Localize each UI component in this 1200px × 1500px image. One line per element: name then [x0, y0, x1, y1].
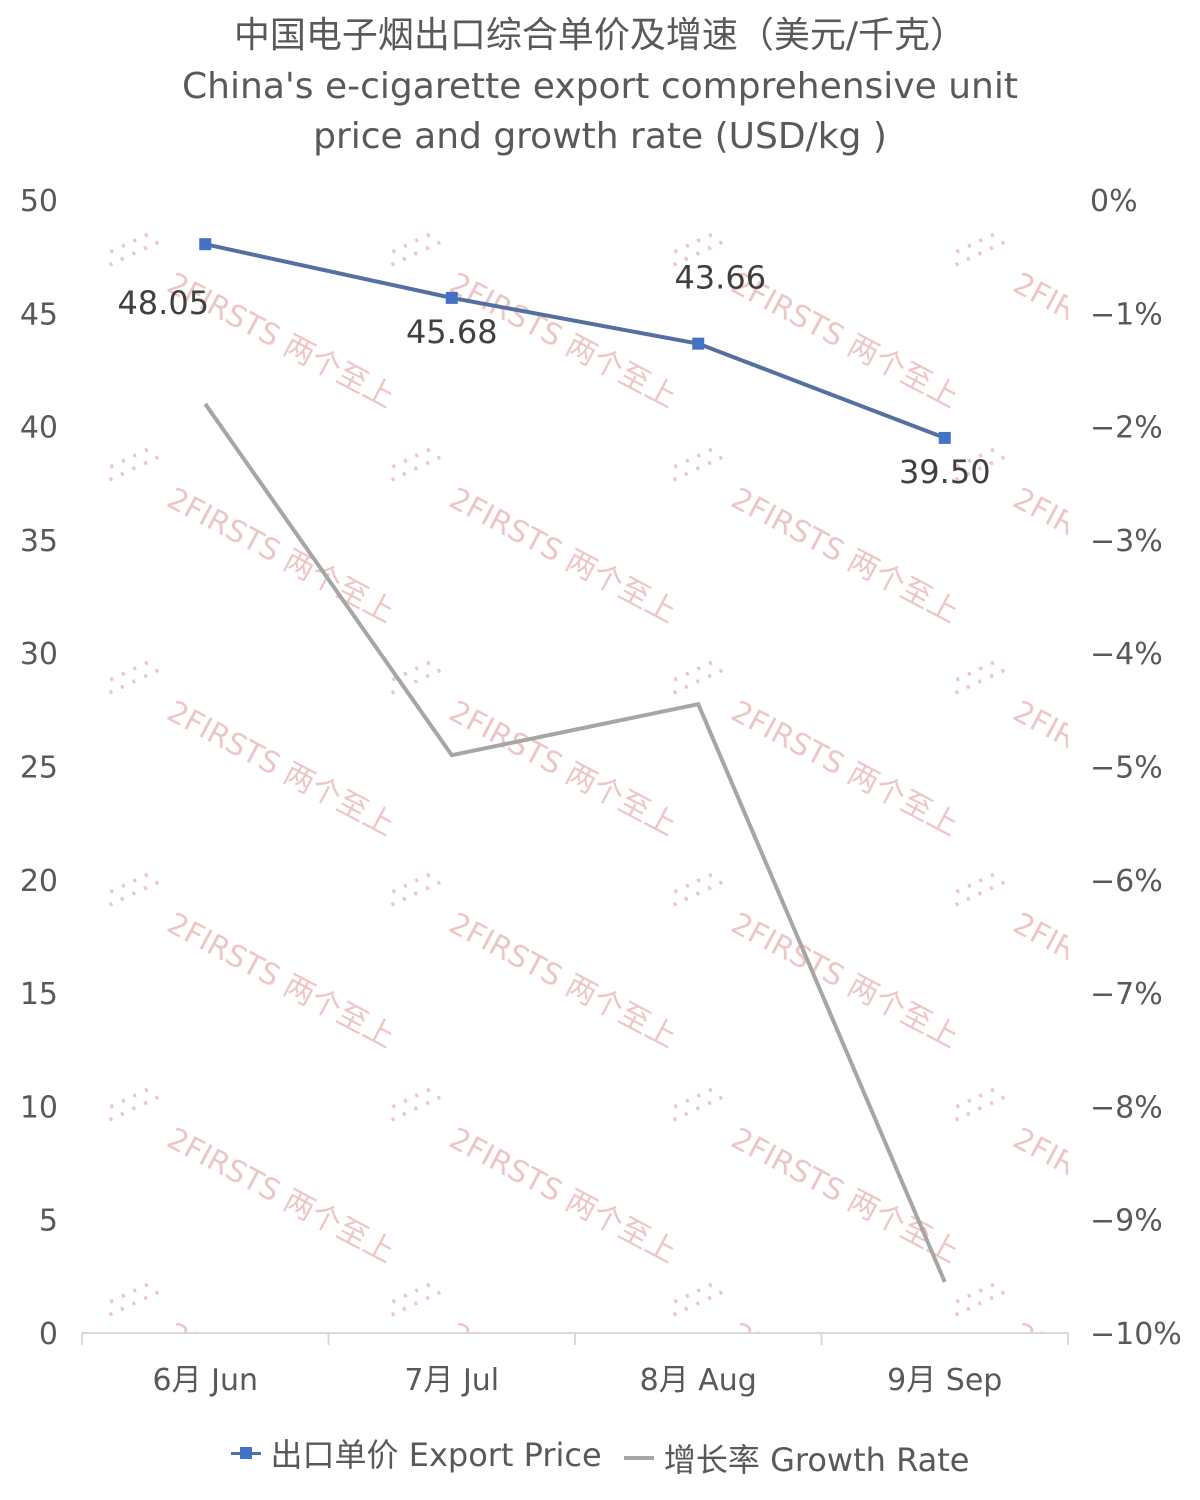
point-export-price	[445, 291, 458, 304]
y-right-tick-label: −9%	[1090, 1204, 1163, 1239]
subtitle-line-2: price and growth rate (USD/kg )	[313, 116, 887, 157]
y-right-tick-label: −6%	[1090, 864, 1163, 899]
data-label-export-price: 48.05	[117, 284, 209, 322]
watermark-text: 2FIRSTS 两个至上	[161, 906, 400, 1055]
legend: 出口单价 Export Price 增长率 Growth Rate	[0, 1430, 1200, 1481]
series-line-growth-rate	[203, 402, 947, 1283]
y-left-tick-label: 30	[20, 637, 58, 672]
y-left-tick-label: 45	[20, 297, 58, 332]
watermark-logo-icon: ∴∵∴	[99, 436, 166, 492]
watermark-text: 2FIRSTS 两个至上	[443, 906, 682, 1055]
watermark-text: 2FIRSTS 两个至上	[725, 906, 964, 1055]
watermark-logo-icon: ∴∵∴	[381, 649, 448, 705]
x-tick-label: 8月 Aug	[640, 1363, 757, 1398]
chart-title: 中国电子烟出口综合单价及增速（美元/千克）	[233, 15, 967, 56]
y-left-tick-label: 5	[39, 1204, 58, 1239]
watermark-text: 2FIRSTS 两个至上	[443, 481, 682, 630]
y-right-tick-label: −7%	[1090, 977, 1163, 1012]
data-label-export-price: 45.68	[406, 313, 498, 351]
watermark-logo-icon: ∴∵∴	[381, 1271, 448, 1327]
data-label-export-price: 39.50	[899, 453, 991, 491]
y-right-tick-label: −10%	[1090, 1317, 1182, 1352]
legend-swatch-growth-rate	[623, 1456, 654, 1460]
watermark-logo-icon: ∴∵∴	[663, 649, 730, 705]
watermark-text: 2FIRSTS 两个至上	[161, 694, 400, 843]
legend-label-growth-rate: 增长率 Growth Rate	[663, 1441, 970, 1479]
x-tick-label: 7月 Jul	[404, 1363, 499, 1398]
watermark-text: 2FIRSTS 两个至上	[443, 1121, 682, 1270]
watermark-logo-icon: ∴∵∴	[99, 221, 166, 277]
watermark: 2FIRSTS 两个至上∴∵∴2FIRSTS 两个至上∴∵∴2FIRSTS 两个…	[99, 221, 1200, 1333]
watermark-logo-icon: ∴∵∴	[663, 1076, 730, 1132]
watermark-logo-icon: ∴∵∴	[663, 436, 730, 492]
y-left-tick-label: 10	[20, 1090, 58, 1125]
watermark-logo-icon: ∴∵∴	[99, 861, 166, 917]
point-export-price	[692, 337, 705, 350]
y-left-tick-label: 40	[20, 411, 58, 446]
watermark-text: 2FIRSTS 两个至上	[725, 694, 964, 843]
watermark-text: 2FIRSTS 两个至上	[1007, 266, 1200, 415]
subtitle-line-1: China's e-cigarette export comprehensive…	[182, 66, 1018, 107]
x-tick-label: 9月 Sep	[887, 1363, 1002, 1398]
watermark-logo-icon: ∴∵∴	[945, 1076, 1012, 1132]
y-left-tick-label: 25	[20, 751, 58, 786]
legend-swatch-export-price	[230, 1446, 261, 1460]
watermark-text: 2FIRSTS 两个至上	[1007, 1121, 1200, 1270]
y-left-tick-label: 20	[20, 864, 58, 899]
y-left-tick-label: 0	[39, 1317, 58, 1352]
watermark-logo-icon: ∴∵∴	[381, 221, 448, 277]
watermark-logo-icon: ∴∵∴	[381, 1076, 448, 1132]
y-right-tick-label: −1%	[1090, 297, 1163, 332]
point-export-price	[938, 431, 951, 444]
watermark-logo-icon: ∴∵∴	[99, 1271, 166, 1327]
plot-area: 2FIRSTS 两个至上∴∵∴2FIRSTS 两个至上∴∵∴2FIRSTS 两个…	[20, 184, 1200, 1398]
chart-subtitle: China's e-cigarette export comprehensive…	[0, 62, 1200, 162]
watermark-logo-icon: ∴∵∴	[381, 861, 448, 917]
watermark-logo-icon: ∴∵∴	[99, 649, 166, 705]
y-left-tick-label: 35	[20, 524, 58, 559]
watermark-text: 2FIRSTS 两个至上	[161, 1121, 400, 1270]
watermark-logo-icon: ∴∵∴	[99, 1076, 166, 1132]
watermark-logo-icon: ∴∵∴	[663, 1271, 730, 1327]
watermark-logo-icon: ∴∵∴	[945, 649, 1012, 705]
legend-item-growth-rate: 增长率 Growth Rate	[623, 1435, 970, 1481]
point-export-price	[199, 238, 212, 251]
y-right-tick-label: −2%	[1090, 411, 1163, 446]
x-tick-label: 6月 Jun	[153, 1363, 259, 1398]
watermark-logo-icon: ∴∵∴	[945, 861, 1012, 917]
y-right-tick-label: −5%	[1090, 751, 1163, 786]
y-right-tick-label: −8%	[1090, 1090, 1163, 1125]
legend-item-export-price: 出口单价 Export Price	[230, 1430, 602, 1476]
y-right-tick-label: −4%	[1090, 637, 1163, 672]
y-right-tick-label: 0%	[1090, 184, 1138, 219]
y-left-tick-label: 15	[20, 977, 58, 1012]
series-line-export-price	[204, 242, 946, 440]
watermark-logo-icon: ∴∵∴	[663, 861, 730, 917]
watermark-logo-icon: ∴∵∴	[381, 436, 448, 492]
watermark-logo-icon: ∴∵∴	[945, 221, 1012, 277]
legend-label-export-price: 出口单价 Export Price	[270, 1436, 602, 1474]
watermark-text: 2FIRSTS 两个至上	[161, 481, 400, 630]
watermark-logo-icon: ∴∵∴	[945, 1271, 1012, 1327]
y-left-tick-label: 50	[20, 184, 58, 219]
watermark-text: 2FIRSTS 两个至上	[725, 481, 964, 630]
data-label-export-price: 43.66	[674, 259, 766, 297]
y-right-tick-label: −3%	[1090, 524, 1163, 559]
